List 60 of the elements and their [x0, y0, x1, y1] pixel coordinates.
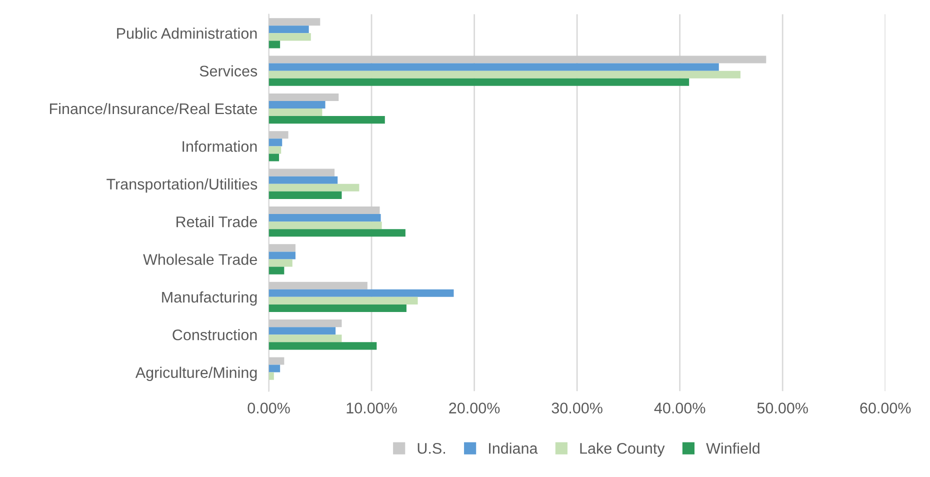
bar	[268, 40, 280, 48]
bar	[268, 320, 342, 328]
y-tick-label: Construction	[172, 329, 257, 340]
x-tick-label: 60.00%	[860, 402, 911, 414]
bar	[268, 56, 766, 64]
bar	[268, 289, 454, 297]
bar	[268, 364, 280, 372]
bar	[268, 138, 282, 146]
bar	[268, 184, 360, 192]
bar	[268, 116, 385, 124]
bar	[268, 214, 381, 222]
y-tick-label: Agriculture/Mining	[135, 366, 257, 382]
y-tick-label: Services	[200, 65, 258, 77]
x-tick-label: 0.00%	[248, 402, 290, 414]
bar	[268, 259, 292, 267]
bar	[268, 334, 342, 342]
bar	[268, 108, 322, 116]
bar	[268, 357, 284, 365]
x-tick-label: 10.00%	[346, 402, 397, 414]
y-tick-label: Transportation/Utilities	[106, 178, 258, 193]
bar	[268, 176, 338, 184]
bar	[268, 244, 296, 252]
bar	[268, 327, 336, 335]
bar	[268, 100, 326, 109]
bar	[268, 146, 282, 154]
legend-label: Winfield	[706, 442, 760, 454]
x-tick-label: 20.00%	[449, 402, 500, 414]
bar	[268, 304, 406, 312]
bar	[268, 342, 377, 350]
y-tick-label: Manufacturing	[162, 291, 257, 306]
bar	[268, 191, 342, 199]
bar	[268, 372, 274, 380]
bar	[268, 296, 418, 304]
x-tick-label: 50.00%	[757, 402, 808, 414]
y-tick-label: Retail Trade	[176, 216, 257, 228]
bar	[268, 33, 311, 41]
y-tick-label: Finance/Insurance/Real Estate	[50, 102, 257, 114]
bar	[268, 252, 296, 260]
bar	[268, 26, 309, 34]
bar	[268, 93, 339, 101]
y-tick-label: Wholesale Trade	[143, 254, 257, 265]
bar	[268, 266, 284, 274]
bar	[268, 168, 335, 176]
bar	[268, 131, 288, 139]
bar	[268, 206, 380, 214]
legend-label: Indiana	[489, 442, 538, 454]
bar	[268, 78, 690, 86]
y-tick-label: Information	[182, 140, 257, 152]
bar	[268, 70, 740, 78]
x-tick-label: 40.00%	[654, 402, 706, 414]
bar	[268, 63, 719, 71]
bar	[268, 154, 280, 162]
legend-label: Lake County	[580, 442, 665, 457]
x-tick-label: 30.00%	[552, 402, 602, 414]
legend-label: U.S.	[418, 442, 445, 454]
bar	[268, 18, 320, 26]
bar	[268, 222, 382, 230]
y-tick-label: Public Administration	[117, 28, 257, 39]
bar	[268, 229, 406, 237]
bar	[268, 282, 368, 290]
